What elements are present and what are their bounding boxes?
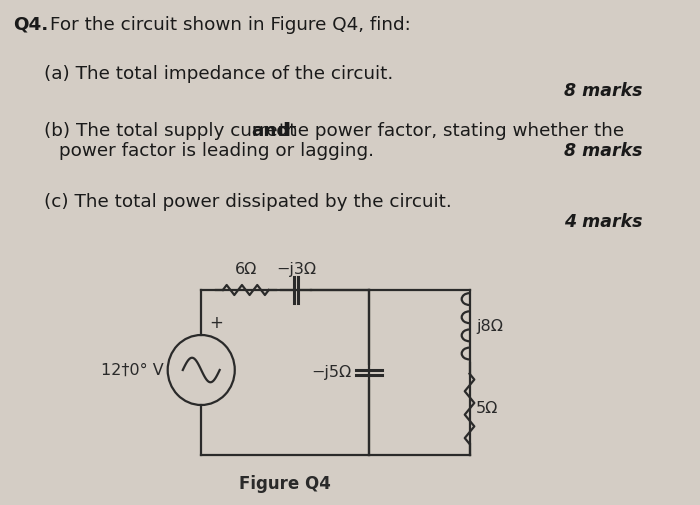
Text: Figure Q4: Figure Q4 xyxy=(239,475,331,493)
Text: (b) The total supply current: (b) The total supply current xyxy=(44,122,302,140)
Text: Q4.: Q4. xyxy=(13,16,49,34)
Text: −j5Ω: −j5Ω xyxy=(312,365,351,380)
Text: j8Ω: j8Ω xyxy=(476,319,503,334)
Text: −j3Ω: −j3Ω xyxy=(276,262,316,277)
Text: power factor is leading or lagging.: power factor is leading or lagging. xyxy=(60,142,374,160)
Text: and: and xyxy=(251,122,290,140)
Text: 12†0° V: 12†0° V xyxy=(101,363,164,378)
Text: +: + xyxy=(209,314,223,332)
Text: 4 marks: 4 marks xyxy=(564,213,642,231)
Text: 5Ω: 5Ω xyxy=(476,401,498,416)
Text: 8 marks: 8 marks xyxy=(564,82,642,100)
Text: (c) The total power dissipated by the circuit.: (c) The total power dissipated by the ci… xyxy=(44,193,452,211)
Text: the power factor, stating whether the: the power factor, stating whether the xyxy=(273,122,624,140)
Text: 6Ω: 6Ω xyxy=(234,262,257,277)
Text: 8 marks: 8 marks xyxy=(564,142,642,160)
Text: For the circuit shown in Figure Q4, find:: For the circuit shown in Figure Q4, find… xyxy=(50,16,411,34)
Text: (a) The total impedance of the circuit.: (a) The total impedance of the circuit. xyxy=(44,65,393,83)
